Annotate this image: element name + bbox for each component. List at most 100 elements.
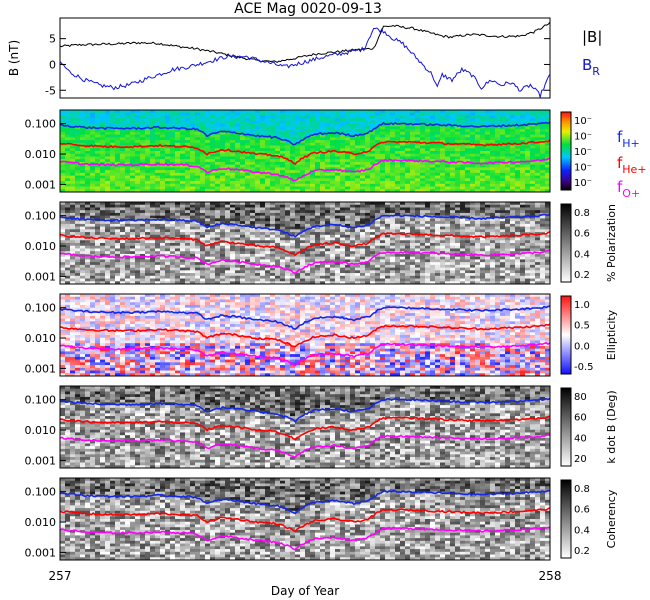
heatmap-cell (125, 281, 131, 285)
heatmap-cell (335, 210, 341, 214)
heatmap-cell (385, 275, 391, 279)
heatmap-cell (320, 131, 326, 135)
heatmap-cell (155, 243, 161, 247)
heatmap-cell (175, 120, 181, 125)
heatmap-cell (195, 210, 201, 214)
heatmap-cell (365, 251, 371, 255)
heatmap-cell (415, 118, 421, 122)
heatmap-cell (200, 140, 206, 144)
heatmap-cell (185, 129, 191, 133)
heatmap-cell (465, 164, 471, 168)
heatmap-cell (60, 145, 66, 149)
heatmap-cell (315, 264, 321, 268)
heatmap-cell (365, 256, 371, 260)
heatmap-cell (385, 234, 391, 238)
heatmap-cell (230, 115, 236, 119)
heatmap-cell (470, 140, 476, 144)
heatmap-cell (315, 161, 321, 166)
heatmap-cell (140, 256, 146, 260)
heatmap-cell (110, 275, 116, 279)
heatmap-cell (390, 234, 396, 238)
heatmap-cell (215, 112, 221, 116)
heatmap-cell (345, 240, 351, 244)
heatmap-cell (360, 159, 366, 163)
heatmap-cell (380, 126, 386, 130)
heatmap-cell (165, 215, 171, 219)
heatmap-cell (330, 212, 336, 217)
heatmap-cell (545, 148, 551, 152)
heatmap-cell (220, 112, 226, 116)
heatmap-cell (185, 221, 191, 225)
heatmap-cell (155, 223, 161, 227)
heatmap-cell (230, 110, 236, 114)
heatmap-cell (280, 204, 286, 208)
heatmap-cell (320, 159, 326, 163)
heatmap-cell (220, 262, 226, 266)
heatmap-cell (205, 278, 211, 282)
heatmap-cell (60, 237, 66, 241)
heatmap-cell (185, 167, 191, 171)
heatmap-cell (145, 167, 151, 171)
heatmap-cell (70, 164, 76, 168)
heatmap-cell (250, 148, 256, 152)
heatmap-cell (145, 256, 151, 260)
heatmap-cell (145, 134, 151, 138)
heatmap-cell (335, 126, 341, 130)
heatmap-cell (135, 110, 141, 114)
heatmap-cell (190, 253, 196, 258)
heatmap-cell (65, 221, 71, 225)
heatmap-cell (355, 245, 361, 249)
heatmap-cell (240, 234, 246, 238)
heatmap-cell (290, 202, 296, 206)
heatmap-cell (450, 161, 456, 166)
heatmap-cell (170, 170, 176, 174)
heatmap-cell (475, 178, 481, 182)
heatmap-cell (305, 221, 311, 225)
heatmap-cell (80, 237, 86, 241)
heatmap-cell (310, 178, 316, 182)
heatmap-cell (495, 178, 501, 182)
heatmap-cell (225, 110, 231, 114)
heatmap-cell (140, 178, 146, 182)
heatmap-cell (375, 234, 381, 238)
heatmap-cell (205, 175, 211, 179)
heatmap-cell (220, 178, 226, 182)
heatmap-cell (70, 120, 76, 125)
heatmap-cell (250, 273, 256, 277)
heatmap-cell (260, 232, 266, 236)
heatmap-cell (490, 148, 496, 152)
heatmap-cell (150, 142, 156, 146)
heatmap-cell (345, 118, 351, 122)
heatmap-cell (430, 159, 436, 163)
heatmap-cell (235, 251, 241, 255)
heatmap-cell (490, 110, 496, 114)
heatmap-cell (400, 183, 406, 187)
heatmap-cell (530, 175, 536, 179)
heatmap-cell (355, 126, 361, 130)
heatmap-cell (165, 164, 171, 168)
heatmap-cell (420, 153, 426, 157)
heatmap-cell (445, 131, 451, 135)
heatmap-cell (355, 229, 361, 233)
heatmap-cell (235, 215, 241, 219)
heatmap-cell (455, 181, 461, 185)
heatmap-cell (355, 148, 361, 152)
heatmap-cell (215, 134, 221, 138)
heatmap-cell (400, 110, 406, 114)
heatmap-cell (100, 140, 106, 144)
heatmap-cell (325, 240, 331, 244)
heatmap-cell (200, 110, 206, 114)
heatmap-cell (295, 161, 301, 166)
heatmap-cell (170, 226, 176, 230)
heatmap-cell (85, 210, 91, 214)
heatmap-cell (335, 123, 341, 127)
heatmap-cell (120, 264, 126, 268)
heatmap-cell (425, 129, 431, 133)
heatmap-cell (75, 170, 81, 174)
heatmap-cell (395, 131, 401, 135)
heatmap-cell (95, 129, 101, 133)
heatmap-cell (235, 118, 241, 122)
heatmap-cell (235, 112, 241, 116)
heatmap-cell (275, 237, 281, 241)
heatmap-cell (335, 156, 341, 160)
